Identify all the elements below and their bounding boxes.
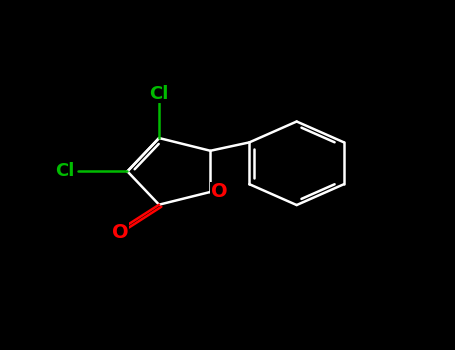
Text: O: O [211,182,228,202]
Text: Cl: Cl [55,162,74,180]
Text: Cl: Cl [149,85,169,103]
Text: O: O [112,223,129,242]
